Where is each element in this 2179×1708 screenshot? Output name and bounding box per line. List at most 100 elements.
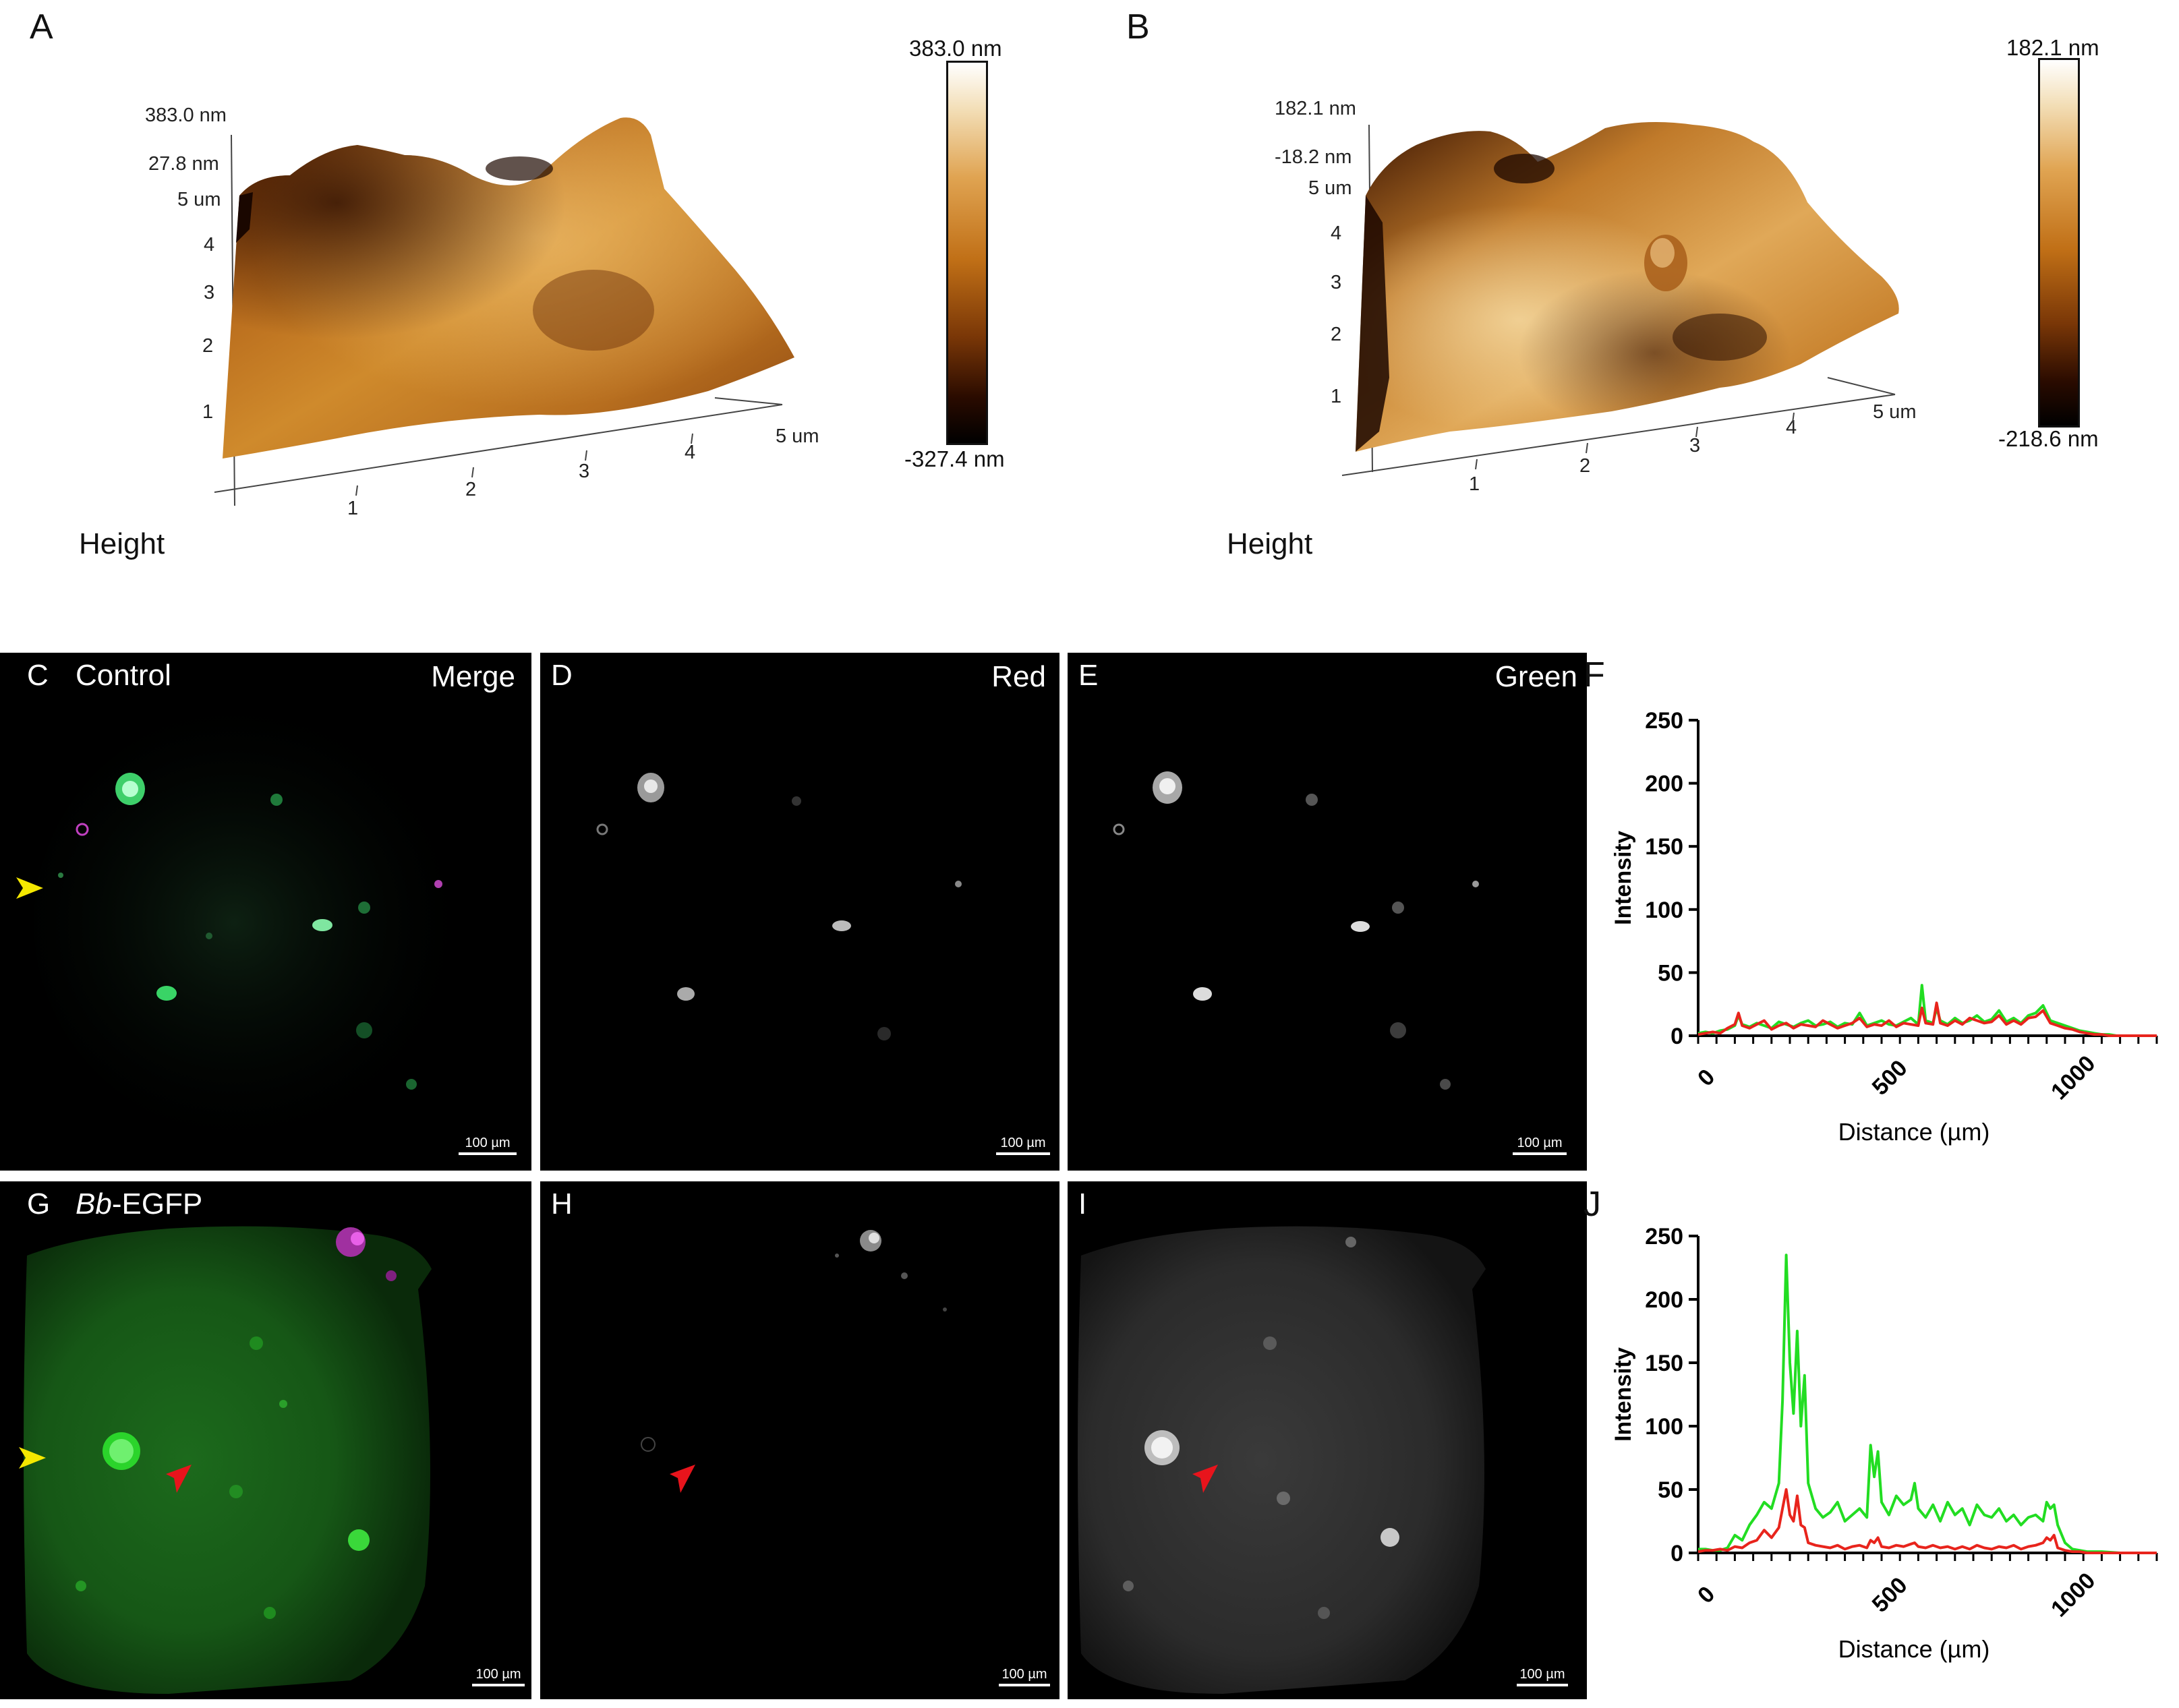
panel-label-b: B (1126, 7, 1150, 47)
micro-panel-d-red: D Red 100 µm (540, 653, 1059, 1171)
afm-mode-label: Height (79, 527, 165, 560)
x-tick-label: 0 (1693, 1064, 1720, 1091)
channel-label: Green (1494, 660, 1577, 693)
micro-panel-c-merge: C Control Merge 100 µm (0, 653, 531, 1171)
cell-image (24, 1226, 432, 1694)
x-tick-label: 1000 (2046, 1051, 2100, 1105)
panel-label-g: G (27, 1187, 51, 1220)
colorbar-max-label: 383.0 nm (909, 36, 1002, 61)
micro-panel-h-red: H 100 µm (540, 1181, 1059, 1699)
panel-label-f: F (1584, 655, 1605, 695)
micro-panel-g-merge: G Bb-EGFP 100 µm (0, 1181, 531, 1699)
scale-bar: 100 µm (1517, 1667, 1568, 1686)
red-series-line (1697, 1488, 2157, 1554)
z-top-label: 182.1 nm (1275, 98, 1356, 119)
y-tick-label: 250 (1645, 708, 1683, 734)
y-tick: 2 (202, 335, 213, 357)
red-arrowhead-icon (166, 1465, 192, 1493)
y-tick-label: 50 (1658, 960, 1683, 986)
z-mid-label: -18.2 nm (1275, 146, 1352, 168)
y-tick-label: 250 (1645, 1224, 1683, 1249)
y-tick-label: 100 (1645, 897, 1683, 923)
y-max-label: 5 um (1308, 177, 1352, 199)
line-chart-j-svg: 0 50 100 150 200 250 0 500 1000 Intensity Distance… (1610, 1224, 2158, 1663)
line-chart-f: 0 50 100 150 200 250 0 500 1000 Intensity Distance… (1592, 695, 2179, 1167)
condition-rest: -EGFP (111, 1187, 203, 1220)
scale-bar-label: 100 µm (1000, 1136, 1046, 1150)
x-tick: 2 (1579, 455, 1590, 477)
colorbar-b (2038, 58, 2080, 428)
afm-surface-a: 383.0 nm 27.8 nm 5 um 4 3 2 1 1 2 3 4 5 … (145, 105, 819, 519)
red-arrowhead-icon (1192, 1465, 1218, 1493)
afm-height-map-b: 182.1 nm -18.2 nm 5 um 4 3 2 1 1 2 3 4 5… (1113, 0, 2179, 580)
y-tick-label: 150 (1645, 834, 1683, 860)
x-tick: 4 (1786, 417, 1797, 438)
x-tick-label: 0 (1693, 1581, 1720, 1608)
scale-bar: 100 µm (996, 1136, 1050, 1155)
colorbar-min-label: -327.4 nm (904, 446, 1005, 471)
z-top-label: 383.0 nm (145, 105, 227, 126)
y-axis-title: Intensity (1610, 1347, 1636, 1442)
line-chart-j: 0 50 100 150 200 250 0 500 1000 Intensity Distance… (1592, 1210, 2179, 1696)
y-tick: 1 (1331, 386, 1341, 407)
panel-label-i: I (1078, 1187, 1087, 1220)
scale-bar-label: 100 µm (1517, 1136, 1563, 1150)
x-tick: 2 (465, 479, 476, 500)
afm-height-map-a: 383.0 nm 27.8 nm 5 um 4 3 2 1 1 2 3 4 5 … (0, 0, 1079, 580)
cell-image (34, 707, 479, 1138)
x-max-label: 5 um (1873, 401, 1916, 423)
red-series-line (1697, 1001, 2157, 1037)
y-tick-label: 200 (1645, 771, 1683, 797)
scale-bar: 100 µm (459, 1136, 517, 1155)
colorbar-a (946, 61, 988, 445)
cell-image (1113, 771, 1479, 1090)
y-tick-label: 50 (1658, 1477, 1683, 1503)
scale-bar: 100 µm (1513, 1136, 1567, 1155)
scale-bar-label: 100 µm (475, 1667, 521, 1682)
x-tick-label: 1000 (2046, 1568, 2100, 1622)
panel-label-j: J (1584, 1185, 1601, 1224)
y-tick-label: 100 (1645, 1414, 1683, 1440)
channel-label: Red (991, 660, 1046, 693)
x-tick: 1 (347, 498, 358, 519)
x-tick-label: 500 (1867, 1572, 1913, 1618)
y-tick: 1 (202, 401, 213, 423)
colorbar-max-label: 182.1 nm (2006, 35, 2099, 60)
green-series-line (1697, 984, 2157, 1037)
scale-bar-label: 100 µm (465, 1136, 511, 1150)
cell-image (641, 1230, 947, 1452)
y-tick-label: 150 (1645, 1351, 1683, 1376)
x-tick: 3 (1689, 435, 1700, 457)
scale-bar: 100 µm (999, 1667, 1050, 1686)
afm-surface-b: 182.1 nm -18.2 nm 5 um 4 3 2 1 1 2 3 4 5… (1275, 98, 1916, 495)
scale-bar: 100 µm (472, 1667, 525, 1686)
scale-bar-label: 100 µm (1001, 1667, 1047, 1682)
y-tick-label: 0 (1670, 1024, 1683, 1049)
panel-label-a: A (30, 7, 53, 47)
afm-mode-label: Height (1227, 527, 1313, 560)
yellow-arrowhead-icon (19, 1447, 46, 1469)
red-arrowhead-icon (670, 1465, 695, 1493)
x-axis-title: Distance (µm) (1838, 1118, 1990, 1146)
scale-bar-label: 100 µm (1519, 1667, 1565, 1682)
x-tick-label: 500 (1867, 1055, 1913, 1100)
cell-image (1078, 1226, 1486, 1694)
y-tick-label: 0 (1670, 1541, 1683, 1566)
x-tick: 1 (1469, 473, 1480, 495)
panel-separator (26, 1172, 531, 1181)
x-tick: 4 (685, 442, 695, 463)
yellow-arrowhead-icon (16, 877, 43, 899)
y-tick: 3 (204, 282, 214, 303)
x-max-label: 5 um (776, 425, 819, 447)
y-tick: 4 (1331, 223, 1341, 244)
condition-italic: Bb (76, 1187, 112, 1220)
micro-panel-e-green: E Green 100 µm (1068, 653, 1587, 1171)
micro-panel-i-green: I 100 µm (1068, 1181, 1587, 1699)
green-series-line (1698, 1254, 2157, 1554)
line-chart-f-svg: 0 50 100 150 200 250 0 500 1000 Intensity Distance… (1610, 708, 2158, 1146)
channel-label: Merge (431, 660, 515, 693)
y-tick: 2 (1331, 324, 1341, 345)
panel-label-c: C (27, 659, 49, 692)
panel-label-e: E (1078, 659, 1099, 692)
y-tick-label: 200 (1645, 1287, 1683, 1313)
